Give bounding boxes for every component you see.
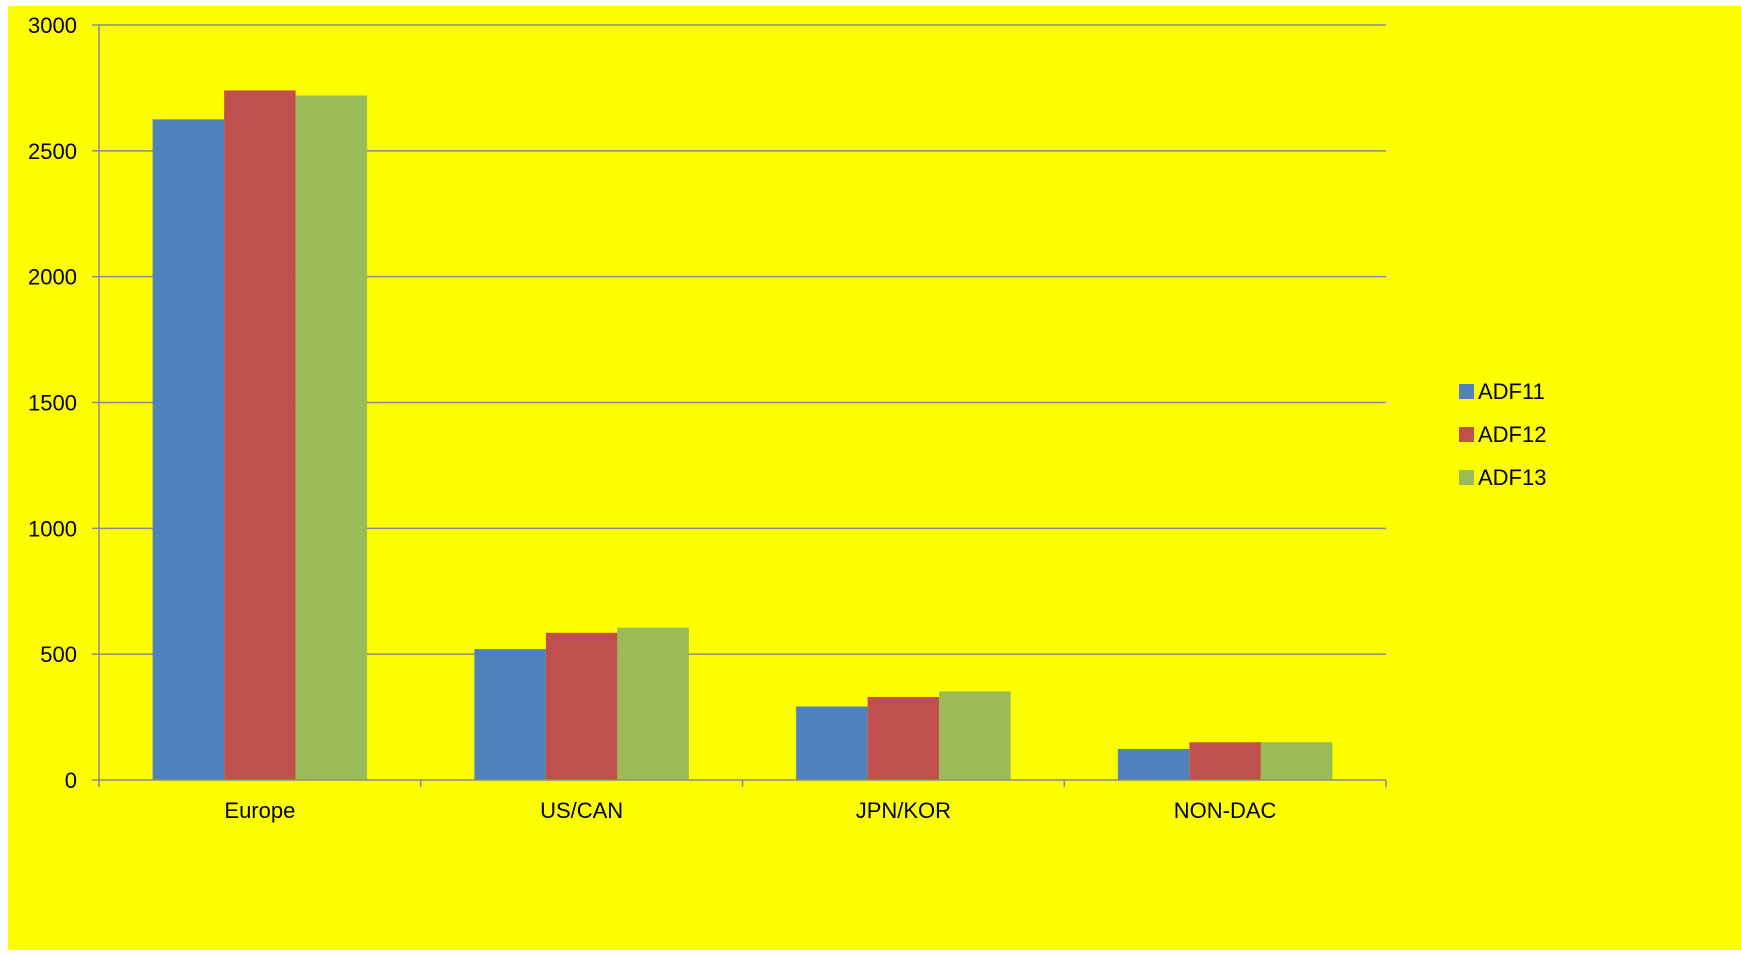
x-tick-label: JPN/KOR xyxy=(856,798,951,823)
bars xyxy=(152,90,1333,780)
y-tick-label: 1000 xyxy=(28,516,77,541)
y-tick-label: 1500 xyxy=(28,391,77,416)
legend: ADF11 ADF12 ADF13 xyxy=(1459,379,1546,490)
y-tick-label: 2000 xyxy=(28,265,77,290)
chart-area: 0 500 1000 1500 2000 2500 3000 Europe US/CAN JPN/… xyxy=(8,6,1741,950)
bar-adf11-europe xyxy=(152,119,225,780)
bar-adf12-jpn-kor xyxy=(867,696,940,780)
legend-label-adf13: ADF13 xyxy=(1478,465,1546,490)
bar-adf13-jpn-kor xyxy=(939,691,1011,780)
bar-adf13-us-can xyxy=(617,627,689,780)
x-tick-label: US/CAN xyxy=(540,798,623,823)
bar-adf11-jpn-kor xyxy=(796,706,868,780)
bar-adf12-non-dac xyxy=(1189,742,1261,780)
legend-swatch-adf11 xyxy=(1459,384,1474,399)
y-tick-label: 0 xyxy=(65,768,77,793)
y-tick-label: 3000 xyxy=(28,13,77,38)
x-tick-label: Europe xyxy=(224,798,295,823)
bar-adf12-europe xyxy=(224,90,296,780)
bar-adf13-europe xyxy=(295,95,368,780)
y-tick-label: 2500 xyxy=(28,139,77,164)
axes: 0 500 1000 1500 2000 2500 3000 Europe US/CAN JPN/… xyxy=(28,13,1387,823)
bar-adf12-us-can xyxy=(545,632,618,780)
legend-swatch-adf13 xyxy=(1459,470,1474,485)
y-tick-label: 500 xyxy=(40,642,77,667)
bar-adf11-us-can xyxy=(474,649,546,780)
legend-label-adf12: ADF12 xyxy=(1478,422,1546,447)
bar-adf13-non-dac xyxy=(1260,742,1333,780)
x-tick-label: NON-DAC xyxy=(1174,798,1277,823)
legend-label-adf11: ADF11 xyxy=(1478,379,1545,404)
bar-chart: 0 500 1000 1500 2000 2500 3000 Europe US/CAN JPN/… xyxy=(8,6,1741,950)
bar-adf11-non-dac xyxy=(1117,749,1190,780)
legend-swatch-adf12 xyxy=(1459,427,1474,442)
